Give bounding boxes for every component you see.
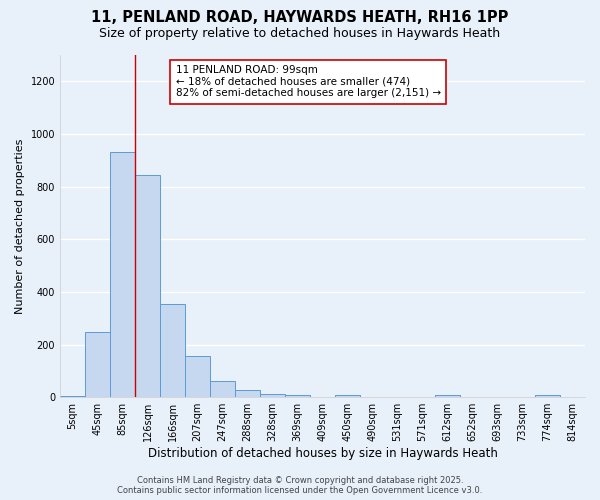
Bar (260, 394, 285, 397)
Text: 11, PENLAND ROAD, HAYWARDS HEATH, RH16 1PP: 11, PENLAND ROAD, HAYWARDS HEATH, RH16 1… (91, 10, 509, 25)
Text: Contains HM Land Registry data © Crown copyright and database right 2025.
Contai: Contains HM Land Registry data © Crown c… (118, 476, 482, 495)
Bar (185, 356, 210, 397)
Bar (60, 396, 85, 397)
Bar (210, 382, 235, 397)
X-axis label: Distribution of detached houses by size in Haywards Heath: Distribution of detached houses by size … (148, 447, 497, 460)
Bar (160, 304, 185, 397)
Y-axis label: Number of detached properties: Number of detached properties (15, 138, 25, 314)
Bar (235, 390, 260, 397)
Bar (135, 175, 160, 397)
Bar (285, 394, 310, 397)
Bar (435, 395, 460, 397)
Bar (85, 332, 110, 397)
Text: 11 PENLAND ROAD: 99sqm
← 18% of detached houses are smaller (474)
82% of semi-de: 11 PENLAND ROAD: 99sqm ← 18% of detached… (176, 66, 440, 98)
Bar (110, 152, 135, 397)
Text: Size of property relative to detached houses in Haywards Heath: Size of property relative to detached ho… (100, 28, 500, 40)
Bar (535, 395, 560, 397)
Bar (335, 394, 360, 397)
